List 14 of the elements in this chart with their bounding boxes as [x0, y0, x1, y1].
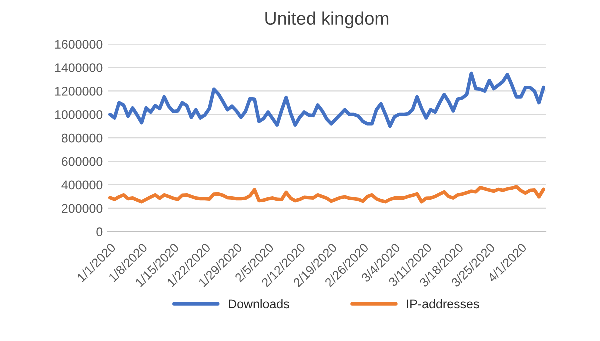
line-series — [108, 185, 546, 204]
y-tick-label: 800000 — [62, 134, 103, 143]
y-tick-label: 1600000 — [55, 40, 103, 49]
y-tick-label: 1400000 — [55, 64, 103, 72]
y-tick-label: 600000 — [62, 157, 103, 166]
y-tick-label: 200000 — [62, 204, 103, 214]
y-tick-label: 400000 — [62, 180, 103, 190]
legend-label: Downloads — [229, 299, 290, 309]
y-tick-label: 1200000 — [55, 87, 103, 96]
line-series — [108, 72, 546, 128]
y-tick-label: 0 — [96, 228, 103, 237]
legend-label: IP-addresses — [407, 299, 480, 309]
y-tick-label: 1000000 — [55, 110, 103, 120]
chart-title: United kingdom — [266, 12, 389, 29]
